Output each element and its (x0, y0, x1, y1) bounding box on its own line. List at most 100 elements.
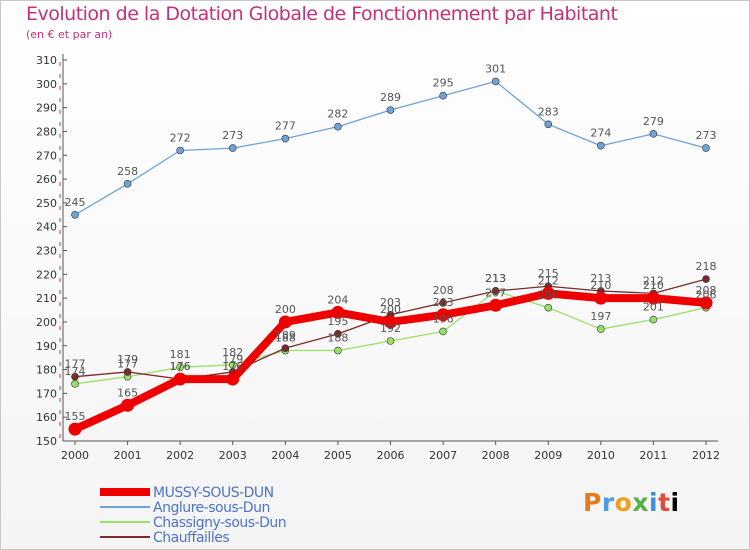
data-point (71, 380, 79, 388)
data-label: 203 (433, 296, 454, 309)
data-label: 283 (538, 105, 559, 118)
y-tick-label: 260 (36, 173, 57, 186)
data-label: 212 (538, 274, 559, 287)
y-tick-label: 290 (36, 102, 57, 115)
y-tick-label: 190 (36, 340, 57, 353)
legend-swatch (100, 485, 150, 499)
data-point (544, 303, 553, 312)
data-label: 188 (327, 332, 348, 345)
y-tick-label: 160 (36, 411, 57, 424)
data-point (331, 305, 345, 319)
x-tick-label: 2008 (482, 449, 510, 462)
data-point (439, 327, 447, 336)
data-label: 215 (538, 267, 559, 280)
data-point (491, 287, 500, 295)
y-tick-label: 300 (36, 78, 57, 91)
data-label: 273 (696, 129, 717, 142)
data-label: 245 (65, 196, 86, 209)
data-point (68, 422, 82, 436)
data-label: 197 (590, 310, 611, 323)
data-label: 189 (275, 329, 296, 342)
data-point (649, 315, 658, 324)
data-label: 201 (643, 301, 664, 314)
data-label: 295 (433, 77, 454, 90)
data-point (491, 77, 500, 86)
data-label: 282 (327, 108, 348, 121)
data-label: 207 (485, 286, 506, 299)
x-tick-label: 2001 (114, 449, 142, 462)
data-point (281, 134, 290, 143)
x-tick-label: 2002 (166, 449, 194, 462)
data-label: 155 (65, 410, 86, 423)
legend-swatch (100, 515, 150, 529)
data-label: 301 (485, 62, 506, 75)
data-point (646, 291, 660, 305)
data-point (173, 372, 187, 386)
x-tick-label: 2007 (429, 449, 457, 462)
y-tick-label: 270 (36, 149, 57, 162)
data-labels: 245 258 272 273 277 282 289 295 301 283 274 279 273 1… (65, 62, 717, 423)
data-point (384, 315, 397, 329)
axes: 150 160 170 180 190 200 210 220 230 240 250 260 270 2… (36, 54, 720, 462)
data-point (699, 296, 713, 310)
data-label: 208 (696, 284, 717, 297)
data-point (702, 275, 710, 283)
data-label: 213 (485, 272, 506, 285)
data-point (439, 91, 447, 100)
legend-label: MUSSY-SOUS-DUN (153, 485, 274, 501)
data-point (123, 180, 132, 188)
data-label: 289 (380, 91, 401, 104)
data-label: 210 (590, 279, 611, 292)
legend-label: Chassigny-sous-Dun (153, 515, 287, 531)
data-label: 179 (222, 353, 243, 366)
data-label: 213 (485, 272, 506, 285)
chart-title: Evolution de la Dotation Globale de Fonc… (26, 3, 618, 25)
data-label: 200 (275, 303, 296, 316)
x-tick-label: 2009 (534, 449, 562, 462)
data-label: 177 (65, 358, 86, 371)
data-label: 182 (222, 346, 243, 359)
y-tick-label: 220 (36, 268, 57, 281)
proxiti-logo: Proxiti (583, 488, 680, 517)
data-label: 195 (327, 315, 348, 328)
data-point (226, 372, 240, 386)
x-tick-label: 2004 (271, 449, 299, 462)
x-tick-label: 2011 (639, 449, 667, 462)
data-label: 176 (170, 360, 191, 373)
data-point (597, 325, 605, 333)
data-point (649, 130, 658, 138)
data-label: 218 (696, 260, 717, 273)
data-point (228, 144, 237, 152)
data-label: 212 (643, 274, 664, 287)
data-label: 203 (380, 296, 401, 309)
x-tick-label: 2005 (324, 449, 352, 462)
data-point (436, 308, 450, 322)
data-point (176, 146, 184, 155)
x-tick-label: 2012 (692, 449, 720, 462)
data-label: 179 (117, 353, 138, 366)
data-point (334, 122, 342, 131)
data-point (544, 120, 553, 129)
data-point (541, 286, 555, 300)
data-label: 188 (275, 332, 296, 345)
y-tick-label: 150 (36, 435, 57, 448)
data-label: 204 (327, 293, 348, 306)
series-layer (68, 77, 713, 436)
data-point (334, 330, 342, 338)
data-point (489, 298, 503, 312)
data-label: 206 (696, 289, 717, 302)
data-point (439, 299, 447, 307)
data-point (597, 141, 605, 150)
data-label: 279 (643, 115, 664, 128)
x-tick-label: 2003 (219, 449, 247, 462)
data-point (176, 363, 184, 371)
y-tick-label: 310 (36, 54, 57, 67)
data-point (278, 315, 292, 329)
data-point (702, 144, 710, 152)
data-label: 206 (538, 289, 559, 302)
y-tick-label: 280 (36, 125, 57, 138)
data-point (123, 368, 132, 376)
legend-label: Chauffailles (153, 530, 230, 546)
legend-swatch (100, 530, 150, 544)
data-label: 274 (590, 127, 611, 140)
